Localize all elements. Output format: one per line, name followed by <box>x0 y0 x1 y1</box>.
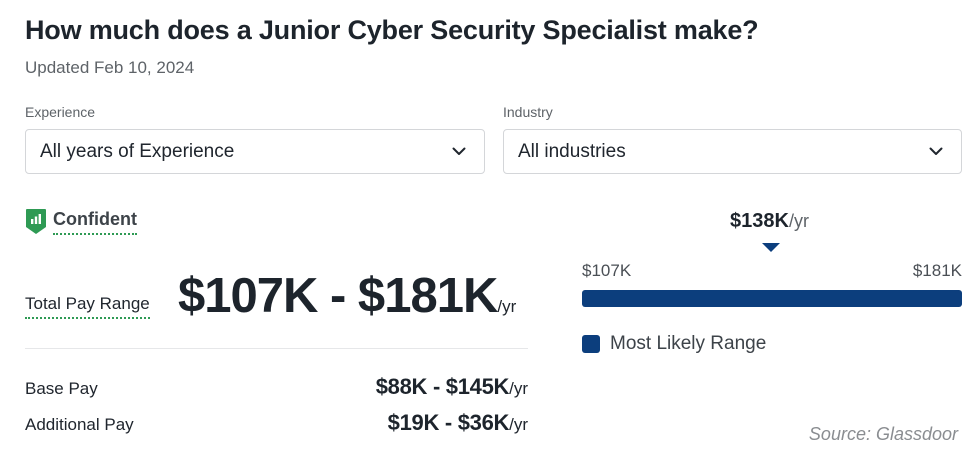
legend-swatch <box>582 335 600 353</box>
confidence-indicator[interactable]: Confident <box>25 208 137 235</box>
base-pay-value: $88K - $145K/yr <box>376 374 528 400</box>
legend: Most Likely Range <box>582 333 766 355</box>
industry-dropdown[interactable]: All industries <box>503 129 962 174</box>
median-value: $138K <box>730 210 789 232</box>
source-note: Source: Glassdoor <box>808 424 958 444</box>
base-pay-unit: /yr <box>509 379 528 398</box>
additional-pay-value: $19K - $36K/yr <box>388 410 528 436</box>
additional-pay-unit: /yr <box>509 415 528 434</box>
total-pay-label[interactable]: Total Pay Range <box>25 294 150 319</box>
industry-label: Industry <box>503 104 553 120</box>
additional-pay-range: $19K - $36K <box>387 410 510 435</box>
confidence-label: Confident <box>53 209 137 235</box>
chevron-down-icon <box>452 145 466 159</box>
total-pay-unit: /yr <box>497 297 517 316</box>
base-pay-range: $88K - $145K <box>375 374 510 399</box>
additional-pay-row: Additional Pay $19K - $36K/yr <box>25 410 528 436</box>
industry-value: All industries <box>518 140 626 162</box>
range-min-label: $107K <box>582 261 632 280</box>
median-pay: $138K/yr <box>730 210 809 233</box>
median-unit: /yr <box>788 211 809 231</box>
most-likely-range-bar <box>582 290 962 307</box>
updated-date: Updated Feb 10, 2024 <box>25 58 195 77</box>
range-max-label: $181K <box>912 261 962 280</box>
chevron-down-icon <box>929 145 943 159</box>
total-pay-value: $107K - $181K <box>178 269 498 323</box>
page-title: How much does a Junior Cyber Security Sp… <box>25 15 759 45</box>
shield-bar-chart-icon <box>25 208 47 235</box>
median-pointer-icon <box>762 243 780 252</box>
additional-pay-label: Additional Pay <box>25 415 134 434</box>
experience-value: All years of Experience <box>40 140 235 162</box>
experience-dropdown[interactable]: All years of Experience <box>25 129 485 174</box>
base-pay-row: Base Pay $88K - $145K/yr <box>25 374 528 400</box>
legend-label: Most Likely Range <box>610 333 767 354</box>
divider <box>25 348 528 349</box>
base-pay-label: Base Pay <box>25 379 98 398</box>
total-pay-range: $107K - $181K/yr <box>178 268 516 324</box>
experience-label: Experience <box>25 104 96 120</box>
